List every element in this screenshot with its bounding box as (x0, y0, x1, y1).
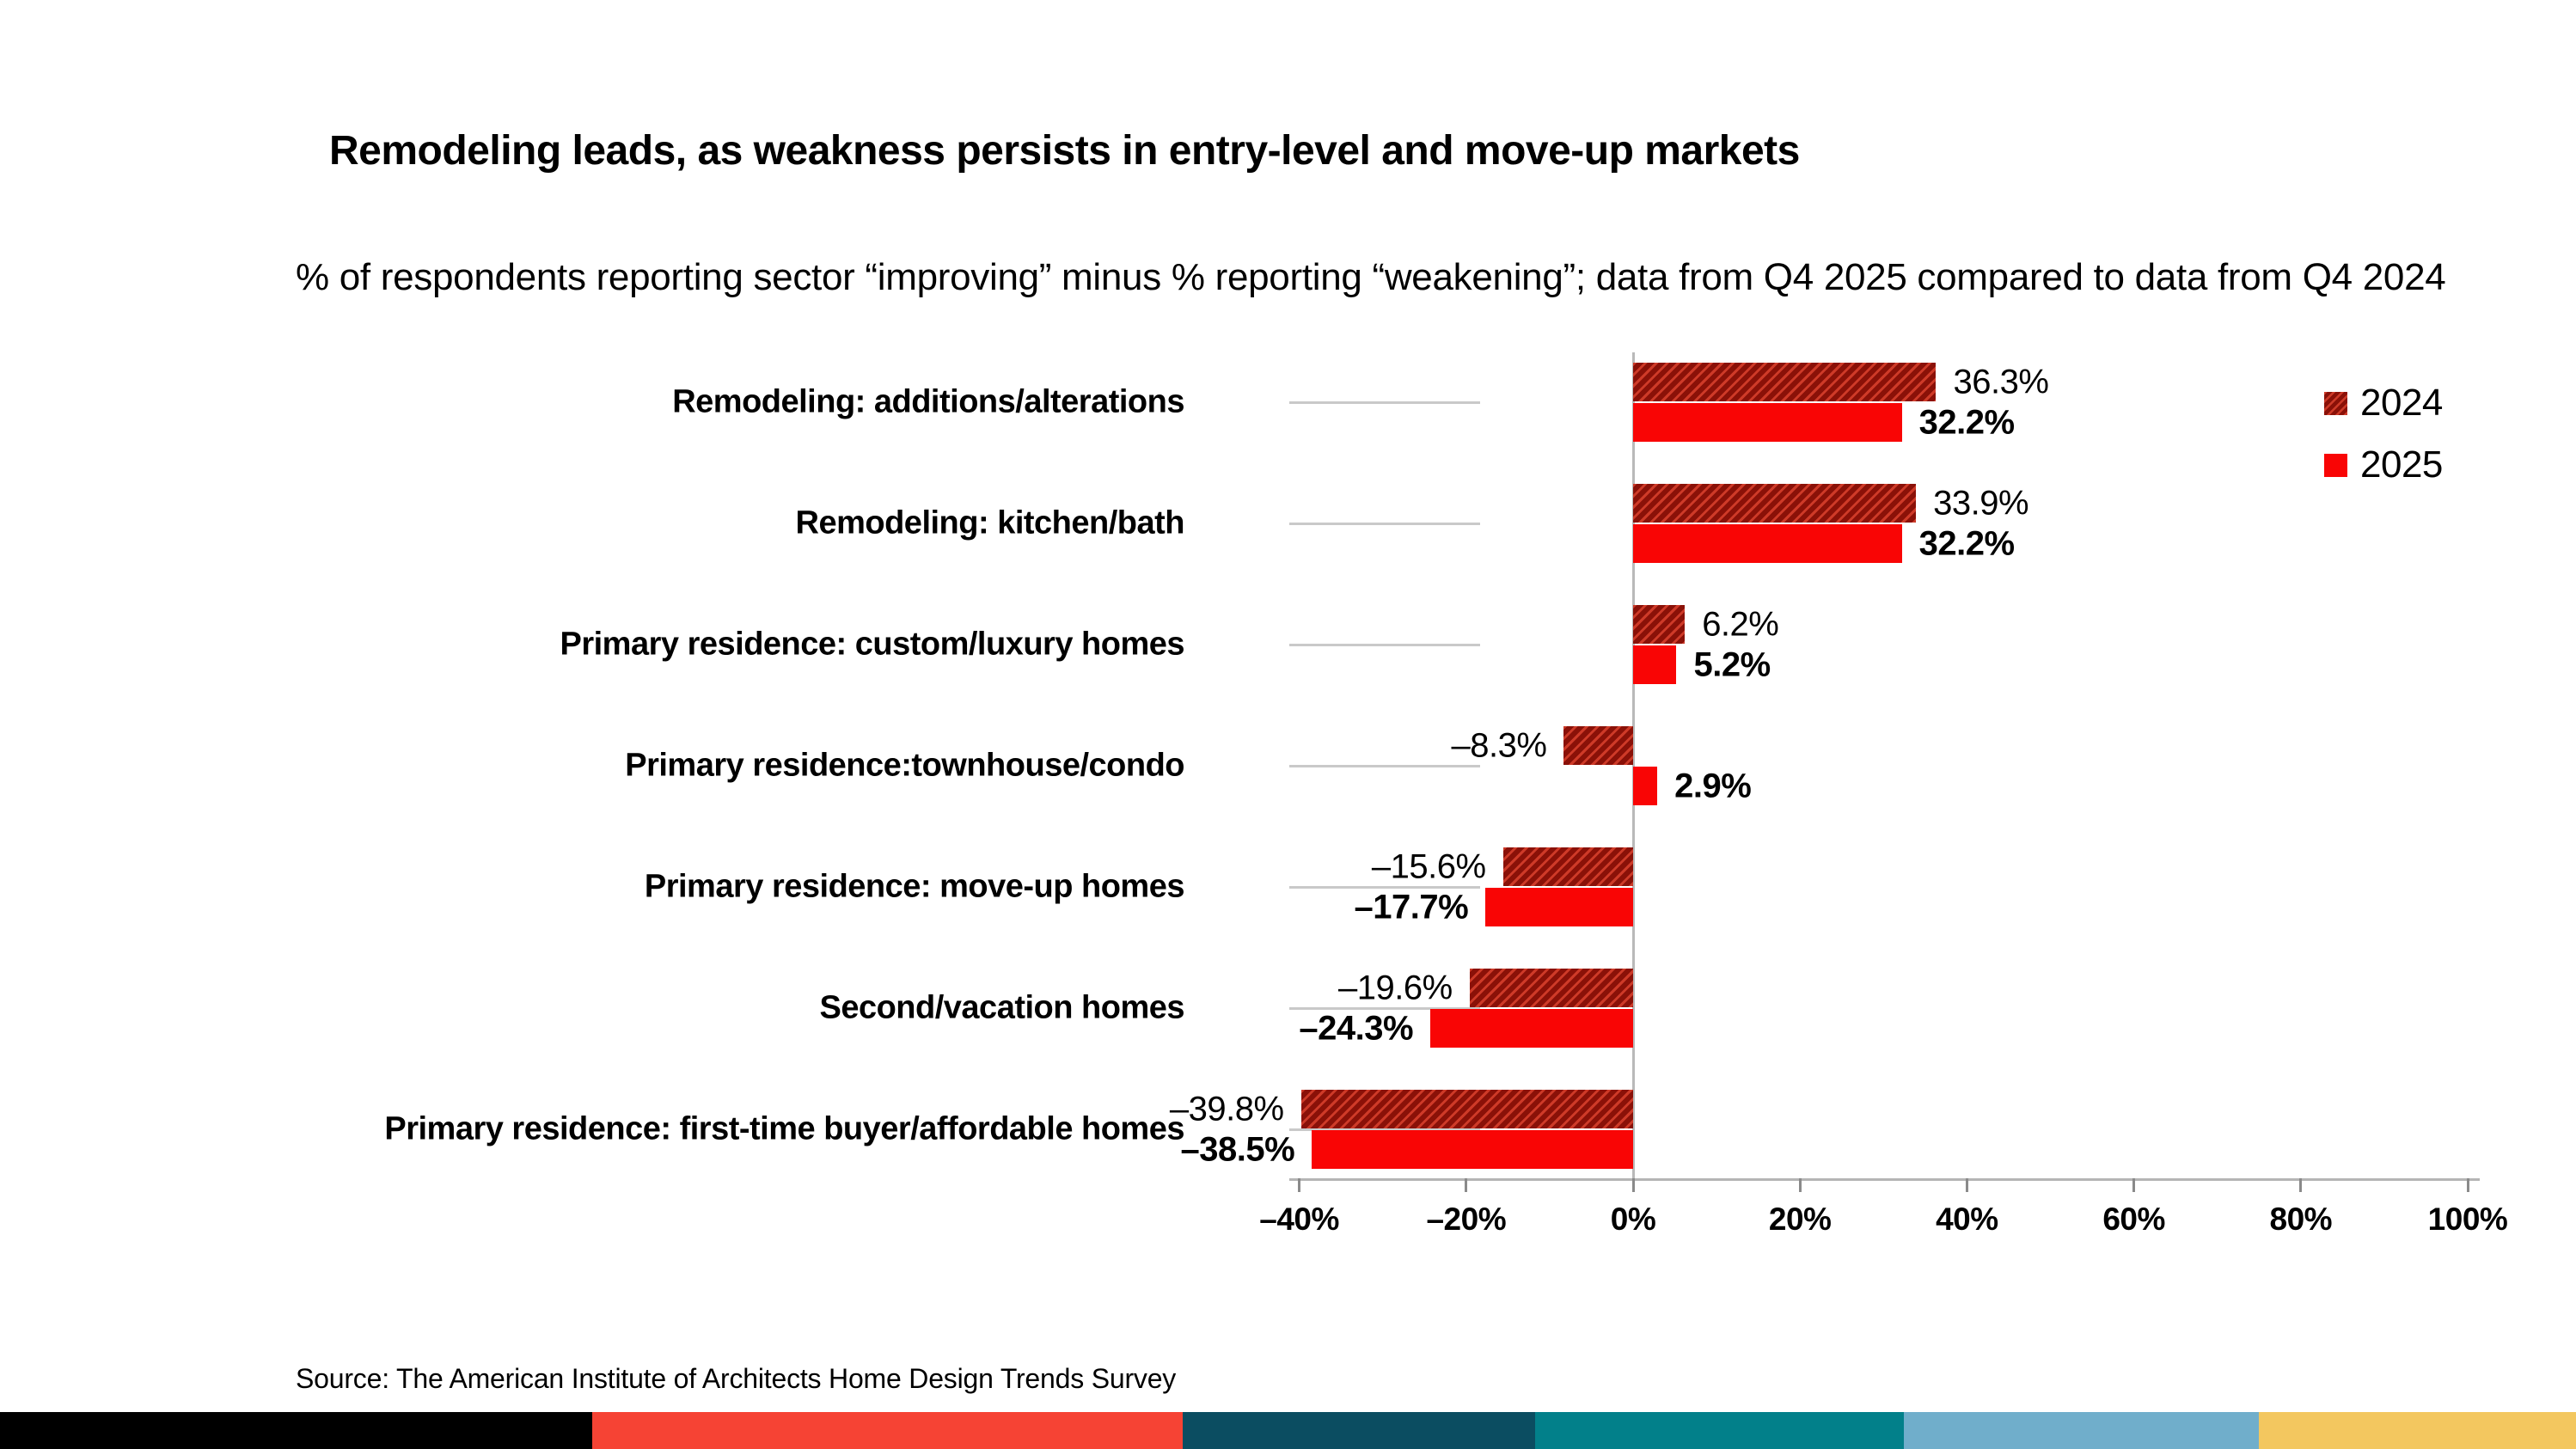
value-label-2024: 36.3% (1953, 363, 2049, 400)
value-label-2025: –17.7% (1354, 888, 1469, 926)
x-tick-mark (1631, 1178, 1635, 1192)
legend-swatch-2025-icon (2324, 453, 2347, 477)
x-tick-label: 20% (1768, 1201, 1832, 1237)
x-tick-label: 100% (2427, 1201, 2508, 1237)
value-label-2024: –19.6% (1338, 969, 1453, 1006)
bar-2024 (1633, 484, 1917, 523)
x-tick-label: –20% (1426, 1201, 1507, 1237)
bar-2025 (1633, 403, 1902, 442)
bar-2024 (1300, 1090, 1633, 1128)
bar-2025 (1633, 524, 1902, 563)
chart-title: Remodeling leads, as weakness persists i… (329, 128, 1800, 174)
footer-band-light-blue (1903, 1412, 2260, 1449)
category-leader-line (1289, 764, 1480, 767)
zero-axis-line (1631, 352, 1635, 1178)
bar-2025 (1633, 767, 1658, 805)
value-label-2025: –24.3% (1299, 1009, 1414, 1047)
bar-2025 (1430, 1009, 1633, 1048)
value-label-2024: –39.8% (1169, 1090, 1284, 1128)
bar-2024 (1633, 363, 1937, 401)
x-tick-mark (2466, 1178, 2469, 1192)
x-tick-label: 80% (2269, 1201, 2333, 1237)
x-tick-mark (1965, 1178, 1968, 1192)
value-label-2024: –15.6% (1371, 847, 1486, 885)
value-label-2024: 33.9% (1933, 484, 2029, 522)
legend-swatch-2024-icon (2324, 391, 2347, 415)
x-tick-label: 60% (2102, 1201, 2165, 1237)
footer-band-red (592, 1412, 1183, 1449)
footer-band-dark-navy (1182, 1412, 1536, 1449)
category-label: Primary residence: custom/luxury homes (560, 626, 1184, 663)
footer-band-yellow (2259, 1412, 2576, 1449)
bar-2024 (1502, 847, 1633, 886)
x-tick-label: 0% (1610, 1201, 1656, 1237)
x-tick-mark (2299, 1178, 2303, 1192)
value-label-2025: –38.5% (1180, 1130, 1295, 1168)
value-label-2025: 5.2% (1693, 645, 1771, 683)
bar-2024 (1563, 726, 1633, 765)
legend-label-2024: 2024 (2360, 382, 2443, 424)
category-label: Primary residence: first-time buyer/affo… (384, 1110, 1184, 1147)
value-label-2024: 6.2% (1702, 605, 1779, 643)
x-tick-label: 40% (1936, 1201, 1998, 1237)
legend-label-2025: 2025 (2360, 443, 2443, 486)
x-tick-label: –40% (1259, 1201, 1339, 1237)
bar-2025 (1633, 645, 1677, 684)
source-note: Source: The American Institute of Archit… (296, 1363, 1177, 1394)
footer-color-stripe (0, 1412, 2576, 1449)
footer-band-black (0, 1412, 593, 1449)
category-leader-line (1289, 522, 1480, 525)
bar-2024 (1633, 605, 1686, 644)
value-label-2025: 2.9% (1674, 767, 1752, 804)
category-leader-line (1289, 400, 1480, 404)
x-tick-mark (1798, 1178, 1802, 1192)
category-label: Primary residence:townhouse/condo (625, 747, 1184, 784)
value-label-2025: 32.2% (1918, 403, 2015, 441)
x-axis-line (1289, 1178, 2480, 1181)
category-label: Remodeling: kitchen/bath (795, 504, 1185, 541)
category-leader-line (1289, 885, 1480, 889)
bar-2025 (1312, 1130, 1633, 1169)
chart-subtitle: % of respondents reporting sector “impro… (296, 256, 2446, 298)
x-tick-mark (1298, 1178, 1301, 1192)
legend-item-2024: 2024 (2324, 380, 2443, 426)
category-leader-line (1289, 1128, 1480, 1131)
category-label: Primary residence: move-up homes (644, 868, 1185, 905)
category-leader-line (1289, 1006, 1480, 1010)
value-label-2025: 32.2% (1918, 524, 2015, 562)
value-label-2024: –8.3% (1451, 726, 1547, 764)
bar-2025 (1485, 888, 1633, 926)
footer-band-teal (1535, 1412, 1904, 1449)
category-leader-line (1289, 643, 1480, 646)
category-label: Second/vacation homes (819, 989, 1184, 1026)
legend-item-2025: 2025 (2324, 442, 2443, 488)
x-tick-mark (1465, 1178, 1468, 1192)
bar-2024 (1469, 969, 1633, 1007)
x-tick-mark (2132, 1178, 2136, 1192)
category-label: Remodeling: additions/alterations (672, 383, 1184, 420)
legend: 2024 2025 (2324, 380, 2443, 504)
